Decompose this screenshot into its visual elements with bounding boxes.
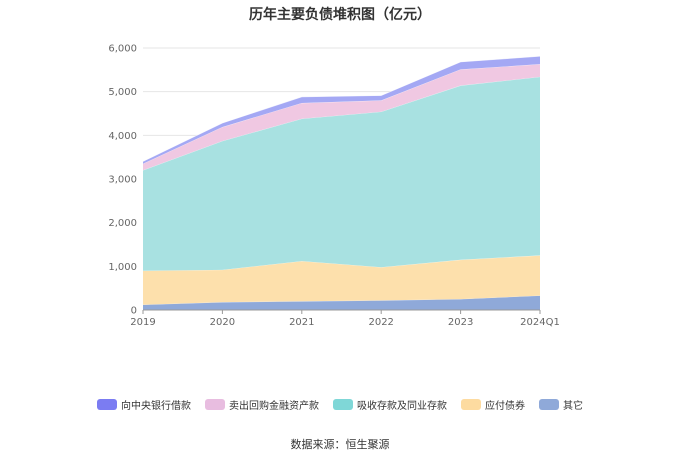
legend-swatch [539,399,559,410]
legend-item[interactable]: 其它 [539,397,583,412]
area-series-3 [143,64,540,171]
area-series-group [142,55,541,310]
legend-label: 吸收存款及同业存款 [357,401,447,412]
legend: 向中央银行借款 卖出回购金融资产款 吸收存款及同业存款 应付债券 其它 [0,397,680,412]
y-tick-label: 5,000 [108,87,137,98]
y-tick-label: 2,000 [108,218,137,229]
legend-item[interactable]: 吸收存款及同业存款 [333,397,447,412]
y-tick-label: 3,000 [108,175,137,186]
legend-item[interactable]: 卖出回购金融资产款 [205,397,319,412]
x-tick-label: 2024Q1 [520,317,560,328]
legend-swatch [97,399,117,410]
y-tick-label: 4,000 [108,131,137,142]
legend-swatch [461,399,481,410]
legend-label: 卖出回购金融资产款 [229,401,319,412]
x-tick-label: 2021 [289,317,314,328]
x-tick-label: 2019 [130,317,155,328]
y-tick-label: 6,000 [108,44,137,55]
x-tick-label: 2020 [210,317,235,328]
x-tick-label: 2022 [368,317,393,328]
source-note: 数据来源：恒生聚源 [290,438,390,451]
area-series-0 [143,295,540,310]
legend-label: 其它 [563,401,583,412]
chart-title: 历年主要负债堆积图（亿元） [249,7,431,23]
legend-swatch [333,399,353,410]
x-tick-label: 2023 [448,317,473,328]
legend-item[interactable]: 向中央银行借款 [97,397,191,412]
legend-label: 向中央银行借款 [121,401,191,412]
legend-item[interactable]: 应付债券 [461,397,525,412]
axes: 0 1,000 2,000 3,000 4,000 5,000 6,000 2019 2020 2… [108,44,559,329]
legend-label: 应付债券 [485,401,525,412]
area-series-2 [143,76,540,271]
legend-swatch [205,399,225,410]
y-tick-label: 0 [131,306,137,317]
area-series-edge-4 [142,55,541,162]
y-tick-label: 1,000 [108,262,137,273]
